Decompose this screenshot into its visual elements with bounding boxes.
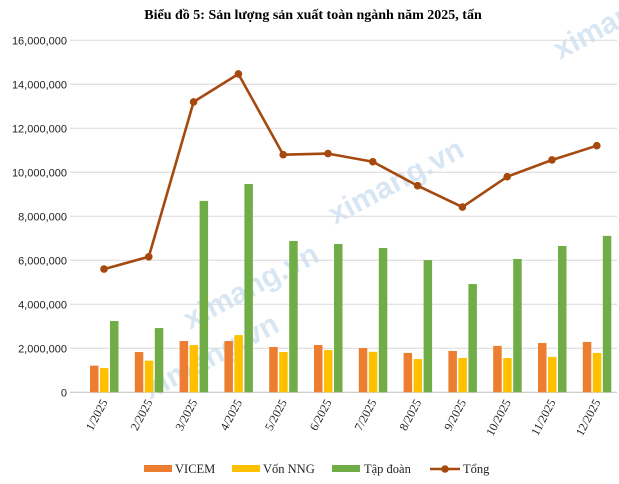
bar-tập-đoàn <box>110 321 119 393</box>
legend-label: Tổng <box>463 462 490 476</box>
bars <box>90 183 612 393</box>
x-tick-label: 5/2025 <box>262 397 290 433</box>
bar-vốn-nng <box>503 357 512 393</box>
x-axis-ticks: 1/2025 2/2025 3/2025 4/2025 5/2025 6/2025 7/20… <box>83 397 604 438</box>
bar-vốn-nng <box>413 359 423 393</box>
bar-vốn-nng <box>458 357 467 393</box>
bar-tập-đoàn <box>468 284 477 393</box>
total-point <box>145 252 153 261</box>
y-tick-label: 2,000,000 <box>18 343 67 355</box>
bar-tập-đoàn <box>244 183 253 393</box>
total-point <box>593 141 601 150</box>
bar-tập-đoàn <box>558 246 567 393</box>
bar-tập-đoàn <box>423 260 433 393</box>
bar-vicem <box>269 346 278 393</box>
total-line-path <box>103 72 598 271</box>
x-tick-label: 8/2025 <box>396 397 424 433</box>
bar-vốn-nng <box>189 345 199 393</box>
bar-tập-đoàn <box>378 247 388 393</box>
bar-vicem <box>358 348 368 393</box>
legend-label: VICEM <box>175 462 215 476</box>
bar-vốn-nng <box>592 352 602 393</box>
bar-tập-đoàn <box>289 240 298 393</box>
bar-vicem <box>582 341 592 393</box>
gridlines <box>70 39 617 393</box>
bar-vốn-nng <box>100 368 109 393</box>
bar-vốn-nng <box>368 351 378 393</box>
bar-vốn-nng <box>144 360 154 393</box>
legend-swatch <box>232 465 260 472</box>
total-point <box>324 149 332 158</box>
y-tick-label: 4,000,000 <box>18 299 67 311</box>
bar-vicem <box>448 350 457 393</box>
total-point <box>279 150 288 159</box>
bar-vốn-nng <box>324 350 333 393</box>
x-tick-label: 7/2025 <box>351 397 379 433</box>
bar-vicem <box>314 345 323 393</box>
bar-vốn-nng <box>279 352 288 393</box>
total-point <box>548 156 556 164</box>
bar-vicem <box>538 343 547 393</box>
bar-tập-đoàn <box>199 200 209 393</box>
y-axis-ticks: 0 2,000,000 4,000,000 6,000,000 8,000,000 10,… <box>12 35 67 399</box>
bar-vicem <box>90 365 99 393</box>
y-tick-label: 12,000,000 <box>12 123 67 135</box>
bar-vicem <box>224 341 233 393</box>
legend-marker <box>441 465 449 473</box>
bar-vicem <box>134 352 144 393</box>
y-tick-label: 0 <box>61 387 67 399</box>
watermark-text: ximang.vn <box>548 0 619 66</box>
total-point <box>369 157 377 166</box>
bar-vicem <box>493 345 502 393</box>
legend-label: Vốn NNG <box>263 462 315 476</box>
x-tick-label: 6/2025 <box>307 397 335 433</box>
bar-tập-đoàn <box>154 328 164 393</box>
total-point <box>189 98 198 106</box>
bar-vicem <box>179 341 189 393</box>
x-tick-label: 12/2025 <box>573 397 604 438</box>
total-point <box>458 203 467 211</box>
total-point <box>413 181 422 190</box>
chart-title: Biểu đồ 5: Sản lượng sản xuất toàn ngành… <box>144 8 482 23</box>
legend: VICEM Vốn NNG Tập đoàn Tổng <box>144 462 490 476</box>
bar-tập-đoàn <box>334 244 343 393</box>
bar-tập-đoàn <box>513 258 522 393</box>
y-tick-label: 14,000,000 <box>12 79 67 91</box>
bar-tập-đoàn <box>602 235 612 393</box>
x-tick-label: 4/2025 <box>217 397 245 433</box>
y-tick-label: 8,000,000 <box>18 211 67 223</box>
x-tick-label: 11/2025 <box>528 397 559 438</box>
y-tick-label: 6,000,000 <box>18 255 67 267</box>
x-tick-label: 1/2025 <box>83 397 111 433</box>
total-line <box>100 70 601 273</box>
x-tick-label: 10/2025 <box>483 397 514 438</box>
legend-label: Tập đoàn <box>364 462 412 476</box>
x-tick-label: 3/2025 <box>172 397 200 433</box>
bar-vốn-nng <box>234 335 243 393</box>
total-point <box>100 265 108 273</box>
legend-swatch <box>144 465 172 472</box>
x-tick-label: 9/2025 <box>441 397 469 433</box>
legend-swatch <box>332 465 360 472</box>
bar-vicem <box>403 352 413 393</box>
total-point <box>234 70 243 78</box>
total-point <box>503 172 512 181</box>
y-tick-label: 10,000,000 <box>12 167 67 179</box>
x-tick-label: 2/2025 <box>127 397 155 433</box>
bar-vốn-nng <box>548 356 557 393</box>
y-tick-label: 16,000,000 <box>12 35 67 47</box>
